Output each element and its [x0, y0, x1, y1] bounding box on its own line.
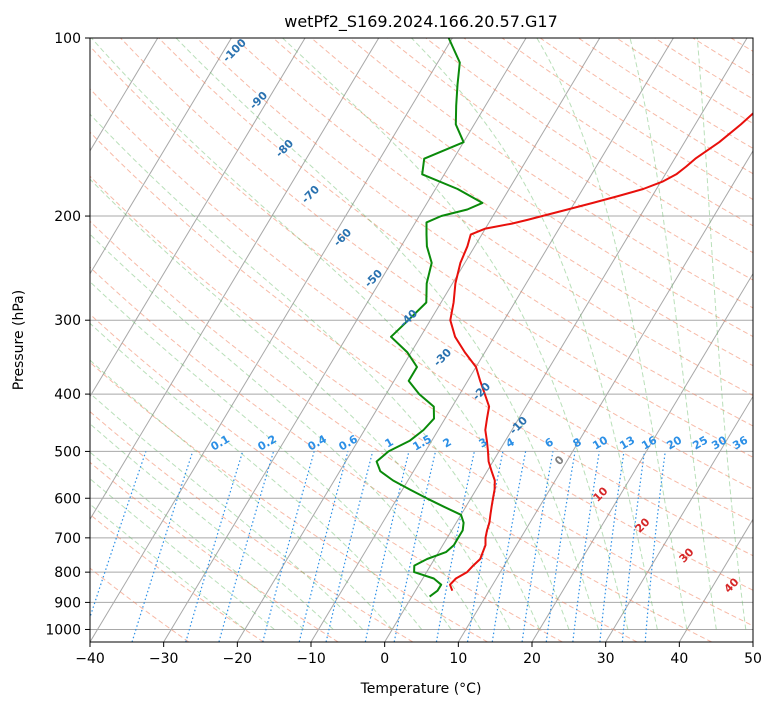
moist-adiabats: [90, 38, 747, 630]
y-tick-label: 400: [54, 387, 81, 403]
x-tick-label: −40: [75, 651, 105, 667]
moist-adiabat-line: [90, 322, 423, 630]
mixing-ratio-line: [572, 451, 600, 642]
moist-adiabat-line: [282, 38, 629, 630]
isotherm-line: [605, 395, 753, 642]
dry-adiabat-line: [310, 38, 753, 338]
isotherm-line: [163, 38, 527, 642]
moist-adiabat-line: [90, 178, 511, 630]
moist-adiabat-line: [629, 38, 717, 630]
mixing-ratio-line: [599, 451, 625, 642]
moist-adiabat-line: [90, 233, 482, 630]
dry-adiabat-line: [90, 88, 753, 557]
mixing-ratio-line: [298, 451, 349, 642]
sounding-profiles: [375, 38, 753, 598]
mixing-ratio-line: [491, 451, 527, 642]
isotherm-line: [90, 38, 453, 642]
mixing-ratio-line: [325, 451, 374, 642]
moist-adiabat-line: [536, 38, 688, 630]
y-tick-label: 600: [54, 491, 81, 507]
dry-adiabat-line: [90, 220, 712, 642]
x-tick-label: 20: [523, 651, 541, 667]
mixing-ratio-line: [364, 451, 410, 642]
dry-adiabat-line: [90, 266, 638, 642]
x-tick-label: 10: [449, 651, 467, 667]
y-tick-label: 900: [54, 595, 81, 611]
isotherm-line: [90, 38, 159, 152]
dry-adiabat-line: [90, 461, 339, 642]
dry-adiabat-line: [120, 38, 753, 490]
dry-adiabat-line: [90, 45, 753, 523]
mixing-ratio-line: [262, 451, 315, 642]
isotherm-line: [531, 272, 753, 642]
mixing-ratio-line: [185, 451, 244, 642]
dry-adiabat-line: [90, 313, 563, 642]
isotherm-line: [236, 38, 601, 642]
moist-adiabat-line: [175, 38, 599, 630]
moist-adiabat-line: [90, 478, 275, 630]
moist-adiabat-line: [90, 359, 393, 630]
mixing-ratio-line: [218, 451, 275, 642]
plot-area: 0.1 0.2 0.4 0.6 1 1.5 2 3 4 6 8 10 13 16 20 25 30 36-100-…: [90, 38, 753, 642]
mixing-ratio-line: [621, 451, 646, 642]
y-tick-label: 200: [54, 209, 81, 225]
moist-adiabat-line: [90, 451, 305, 630]
dry-adiabat-line: [90, 513, 264, 642]
moist-adiabat-line: [696, 38, 747, 630]
mixing-ratio-line: [131, 451, 194, 642]
chart-title: wetPf2_S169.2024.166.20.57.G17: [284, 12, 558, 32]
dry-adiabat-line: [234, 38, 753, 397]
moist-adiabat-line: [90, 503, 246, 630]
isotherm-line: [90, 38, 232, 275]
isotherm-line: [90, 38, 380, 521]
y-axis-ticks: 100 200 300 400 500 600 700 800 900 1000: [45, 31, 90, 638]
x-tick-label: 40: [670, 651, 688, 667]
y-axis-label: Pressure (hPa): [11, 290, 27, 390]
y-tick-label: 300: [54, 313, 81, 329]
plot-frame: [89, 37, 754, 643]
x-axis-label: Temperature (°C): [360, 681, 482, 697]
isotherm-line: [678, 518, 753, 642]
temperature-profile-line: [449, 112, 753, 592]
y-tick-label: 1000: [45, 622, 81, 638]
x-tick-label: 0: [380, 651, 389, 667]
y-tick-label: 500: [54, 444, 81, 460]
isotherm-line: [457, 149, 753, 642]
x-tick-label: −10: [296, 651, 326, 667]
y-tick-label: 100: [54, 31, 81, 47]
x-tick-label: 30: [597, 651, 615, 667]
x-tick-label: −20: [223, 651, 253, 667]
dry-adiabat-line: [90, 361, 488, 642]
dry-adiabat-line: [272, 38, 753, 367]
mixing-ratio-line: [545, 451, 576, 642]
moist-adiabat-line: [90, 113, 540, 630]
x-tick-label: 50: [744, 651, 762, 667]
isotherm-line: [90, 38, 306, 398]
moist-adiabat-line: [90, 281, 452, 630]
mixing-ratio-line: [521, 451, 554, 642]
isotherm-line: [384, 38, 748, 642]
y-tick-label: 700: [54, 531, 81, 547]
x-axis-ticks: −40 −30 −20 −10 0 10 20 30 40 50: [75, 642, 762, 667]
dewpoint-profile-line: [375, 38, 484, 598]
moist-adiabat-line: [90, 392, 364, 630]
moist-adiabat-line: [91, 38, 570, 630]
mixing-ratio-line: [644, 451, 666, 642]
y-tick-label: 800: [54, 565, 81, 581]
dry-adiabat-line: [90, 131, 753, 591]
x-tick-label: −30: [149, 651, 179, 667]
mixing-ratio-lines: [90, 451, 666, 642]
isobar-grid: [90, 38, 753, 630]
moist-adiabat-line: [411, 38, 658, 630]
